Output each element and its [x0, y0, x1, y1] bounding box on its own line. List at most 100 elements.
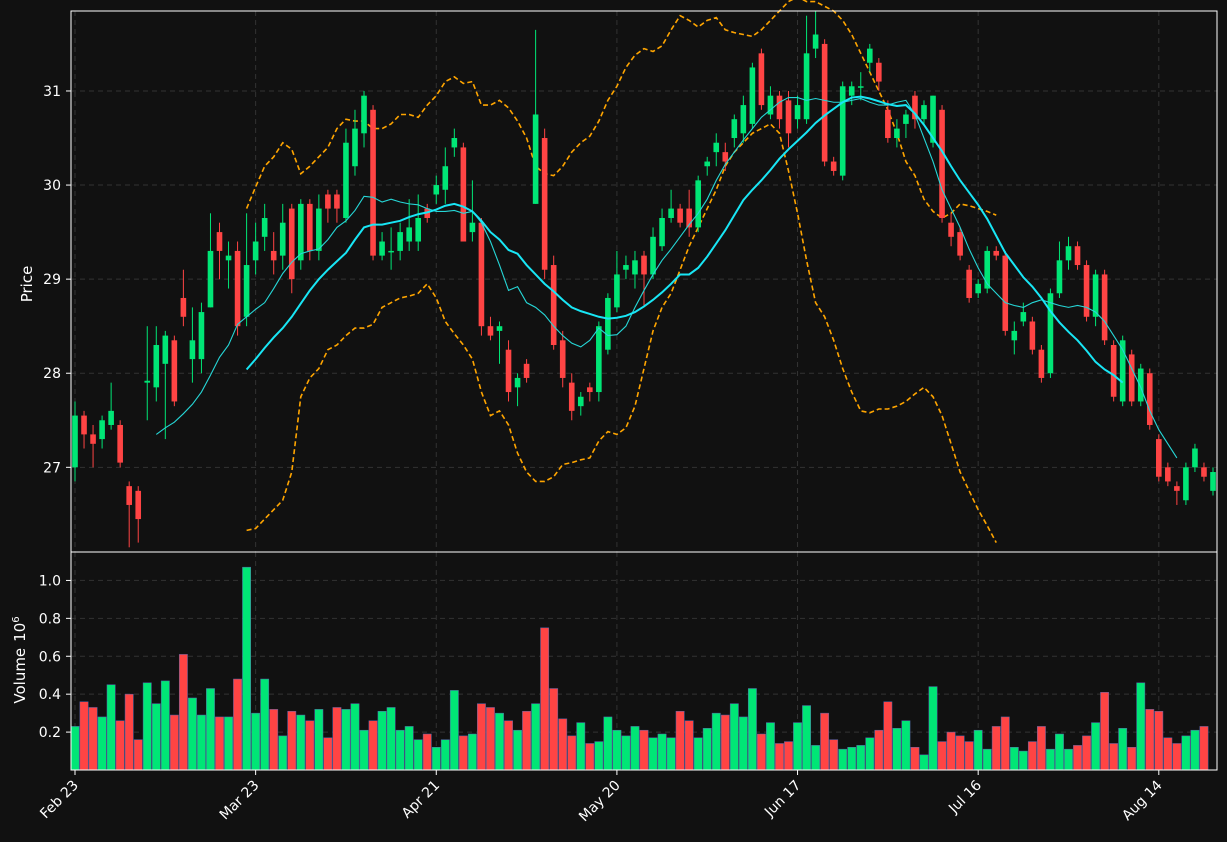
volume-bar — [458, 735, 468, 771]
candle-down — [1165, 467, 1171, 482]
volume-bar — [1190, 729, 1200, 771]
candle-up — [903, 114, 909, 124]
volume-bar — [766, 722, 775, 771]
volume-bar — [1118, 728, 1128, 771]
price-tick-label: 31 — [43, 84, 61, 100]
candle-up — [596, 326, 602, 393]
volume-bar — [874, 729, 884, 771]
price-tick-label: 27 — [43, 460, 61, 476]
candle-down — [81, 415, 87, 435]
volume-bar — [350, 703, 360, 771]
candle-up — [144, 380, 151, 383]
volume-tick-label: 0.8 — [39, 611, 61, 627]
volume-bar — [188, 697, 197, 771]
volume-bar — [151, 703, 161, 771]
candle-up — [704, 161, 711, 167]
candle-down — [126, 486, 132, 505]
volume-bar — [856, 745, 866, 771]
volume-tick-label: 0.2 — [39, 725, 61, 741]
volume-bar — [1027, 741, 1037, 771]
volume-bar — [793, 722, 802, 771]
volume-bars — [70, 566, 1209, 771]
volume-bar — [206, 688, 215, 771]
volume-bar — [1082, 735, 1091, 771]
candle-down — [478, 222, 485, 327]
volume-bar — [675, 710, 685, 771]
volume-bar — [224, 716, 233, 771]
volume-bar — [1154, 710, 1164, 771]
volume-bar — [1000, 716, 1010, 771]
volume-bar — [70, 726, 80, 771]
volume-bar — [901, 720, 911, 771]
candle-up — [415, 217, 422, 242]
volume-bar — [937, 741, 947, 771]
candle-down — [1101, 274, 1108, 341]
volume-bar — [1091, 722, 1100, 771]
volume-bar — [368, 720, 378, 771]
candle-down — [487, 326, 494, 336]
candle-down — [758, 53, 765, 106]
candle-up — [316, 208, 322, 251]
candle-down — [307, 203, 313, 251]
candle-down — [722, 152, 729, 162]
candle-up — [1119, 340, 1126, 402]
candle-down — [677, 208, 683, 223]
candle-up — [984, 250, 991, 289]
volume-bar — [838, 748, 848, 771]
volume-bar — [729, 703, 739, 771]
candle-up — [749, 67, 756, 124]
volume-bar — [693, 737, 703, 771]
candle-up — [1137, 368, 1144, 402]
volume-bar — [1009, 747, 1019, 771]
candle-up — [198, 312, 205, 360]
volume-bar — [106, 684, 116, 771]
candle-up — [343, 142, 349, 218]
candle-up — [225, 255, 232, 261]
moving-average-fast-line — [155, 97, 1178, 459]
volume-panel: 0.20.40.60.81.0 Feb 23 Mar 23 Apr 21 May 20… — [11, 551, 1218, 825]
volume-bar — [305, 720, 315, 771]
candle-down — [785, 100, 792, 134]
candle-down — [90, 434, 96, 444]
candle-up — [794, 105, 801, 120]
candle-up — [108, 410, 114, 425]
volume-bar — [648, 737, 658, 771]
candle-up — [1020, 312, 1027, 322]
volume-bar — [422, 733, 432, 771]
volume-bar — [567, 735, 577, 771]
volume-bar — [1046, 748, 1055, 771]
volume-bar — [684, 720, 694, 771]
volume-y-axis: 0.2 0.4 0.6 0.8 1.0 — [39, 573, 71, 741]
price-panel: 27 28 29 30 31 Price — [18, 0, 1218, 553]
candle-down — [1201, 467, 1207, 477]
candle-up — [731, 119, 738, 139]
volume-bar — [639, 729, 649, 771]
candle-up — [668, 208, 674, 218]
price-tick-label: 30 — [43, 178, 61, 194]
volume-bar — [1199, 726, 1209, 771]
volume-bar — [576, 722, 586, 771]
volume-bar — [178, 654, 188, 771]
candle-up — [297, 203, 304, 261]
candle-up — [162, 335, 169, 364]
candle-down — [234, 250, 241, 327]
volume-bar — [197, 714, 206, 771]
candle-down — [1110, 345, 1117, 397]
volume-bar — [88, 707, 98, 771]
volume-bar — [775, 743, 784, 771]
candle-down — [1128, 354, 1135, 402]
volume-bar — [522, 710, 531, 771]
candle-down — [587, 387, 593, 393]
volume-axis-label: Volume106 — [11, 616, 29, 703]
volume-bar — [612, 729, 622, 771]
candle-up — [659, 217, 665, 247]
volume-bar — [1109, 743, 1119, 771]
candlesticks — [72, 11, 1216, 548]
candle-up — [740, 105, 747, 134]
volume-bar — [847, 747, 857, 771]
candle-down — [370, 109, 376, 256]
candle-up — [252, 241, 259, 261]
volume-bar — [811, 745, 821, 771]
candle-down — [948, 222, 954, 237]
volume-bar — [359, 729, 369, 771]
